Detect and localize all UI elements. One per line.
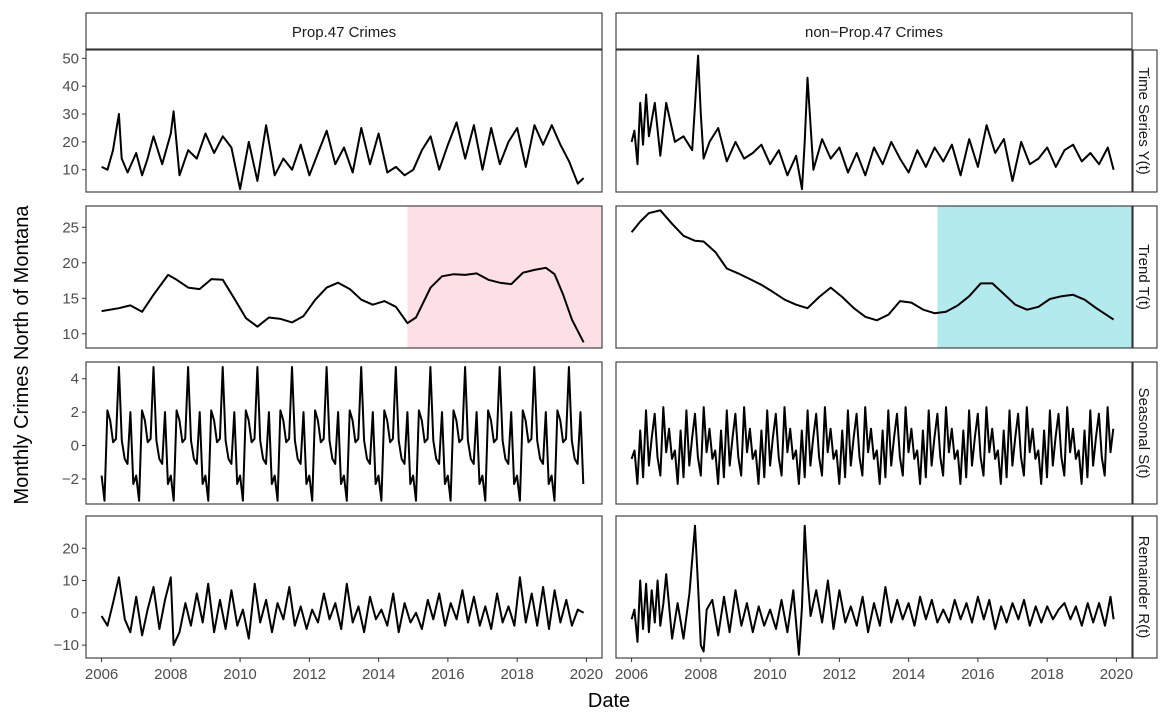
strip-col-right-label: non−Prop.47 Crimes <box>805 24 943 41</box>
x-tick-label-c1: 2008 <box>154 666 187 683</box>
panel-r3-c1-frame <box>85 361 603 505</box>
x-tick-label-c2: 2016 <box>961 666 994 683</box>
panel-r2-c2-highlight <box>937 206 1132 348</box>
x-tick-label-c1: 2006 <box>85 666 118 683</box>
panel-r3-c2-series-line <box>630 406 1115 485</box>
panel-r1-c2-frame <box>615 49 1133 193</box>
x-tick-label-c2: 2020 <box>1100 666 1133 683</box>
y-tick-label-r1: 30 <box>62 106 79 123</box>
y-tick-label-r4: 20 <box>62 540 79 557</box>
panel-r4-c2-series-line <box>630 524 1115 656</box>
y-tick-label-r1: 10 <box>62 162 79 179</box>
y-axis-title: Monthly Crimes North of Montana <box>11 205 33 505</box>
y-tick-label-r1: 50 <box>62 50 79 67</box>
panel-r2-c2-series-line <box>630 209 1115 322</box>
strip-col-left-box <box>85 12 603 50</box>
strip-row-1-label: Time Series Y(t) <box>1135 67 1152 175</box>
y-tick-label-r1: 20 <box>62 134 79 151</box>
strip-row-1-box <box>1132 49 1158 193</box>
y-tick-label-r4: 0 <box>71 605 79 622</box>
strip-row-2: Trend T(t) <box>1132 205 1158 349</box>
x-tick-label-c1: 2018 <box>500 666 533 683</box>
panel-r4-c1-frame <box>85 515 603 659</box>
y-tick-label-r3: 2 <box>71 404 79 421</box>
y-tick-label-r3: 4 <box>71 371 79 388</box>
x-axis-title: Date <box>588 690 630 712</box>
panel-r2-c1-series-line <box>101 266 585 343</box>
x-tick-label-c1: 2020 <box>570 666 603 683</box>
y-tick-label-r4: 10 <box>62 573 79 590</box>
x-tick-label-c1: 2014 <box>362 666 395 683</box>
panel-r1-c1-series-line <box>101 110 585 191</box>
strip-row-2-label: Trend T(t) <box>1135 244 1152 310</box>
panel-r2-c1-frame <box>85 205 603 349</box>
panel-r2-c2-frame <box>615 205 1133 349</box>
panel-r3-c2-frame <box>615 361 1133 505</box>
panel-layer: 10 20 30 40 50 10 15 20 25 −2 0 2 4 −10 0 10 20 2006 2008 2… <box>54 49 1133 683</box>
x-tick-label-c1: 2012 <box>293 666 326 683</box>
x-tick-label-c2: 2018 <box>1030 666 1063 683</box>
panel-r1-c1-frame <box>85 49 603 193</box>
panel-r4-c1-series-line <box>100 576 585 647</box>
panel-r3-c1-series-line <box>100 366 585 502</box>
y-tick-label-r2: 25 <box>62 219 79 236</box>
strip-col-right: non−Prop.47 Crimes <box>615 12 1133 50</box>
x-tick-label-c2: 2012 <box>823 666 856 683</box>
strip-col-left-label: Prop.47 Crimes <box>292 24 396 41</box>
strip-row-3-box <box>1132 361 1158 505</box>
x-tick-label-c2: 2010 <box>753 666 786 683</box>
strip-row-1: Time Series Y(t) <box>1132 49 1158 193</box>
y-tick-label-r2: 10 <box>62 326 79 343</box>
y-tick-label-r1: 40 <box>62 78 79 95</box>
strip-col-left: Prop.47 Crimes <box>85 12 603 50</box>
x-tick-label-c1: 2016 <box>431 666 464 683</box>
strip-row-4-box <box>1132 515 1158 659</box>
x-tick-label-c2: 2014 <box>892 666 925 683</box>
strip-row-4-label: Remainder R(t) <box>1135 536 1152 639</box>
panel-r1-c2-series-line <box>630 54 1115 191</box>
y-tick-label-r3: 0 <box>71 438 79 455</box>
strip-row-4: Remainder R(t) <box>1132 515 1158 659</box>
y-tick-label-r3: −2 <box>62 471 79 488</box>
panel-r2-c1-highlight <box>407 206 602 348</box>
x-tick-label-c2: 2006 <box>615 666 648 683</box>
x-tick-label-c2: 2008 <box>684 666 717 683</box>
strip-row-3: Seasonal S(t) <box>1132 361 1158 505</box>
y-tick-label-r2: 20 <box>62 255 79 272</box>
panel-r4-c2-frame <box>615 515 1133 659</box>
y-tick-label-r4: −10 <box>54 637 79 654</box>
y-tick-label-r2: 15 <box>62 290 79 307</box>
strip-row-2-box <box>1132 205 1158 349</box>
x-tick-label-c1: 2010 <box>223 666 256 683</box>
strip-col-right-box <box>615 12 1133 50</box>
strip-row-3-label: Seasonal S(t) <box>1135 388 1152 479</box>
